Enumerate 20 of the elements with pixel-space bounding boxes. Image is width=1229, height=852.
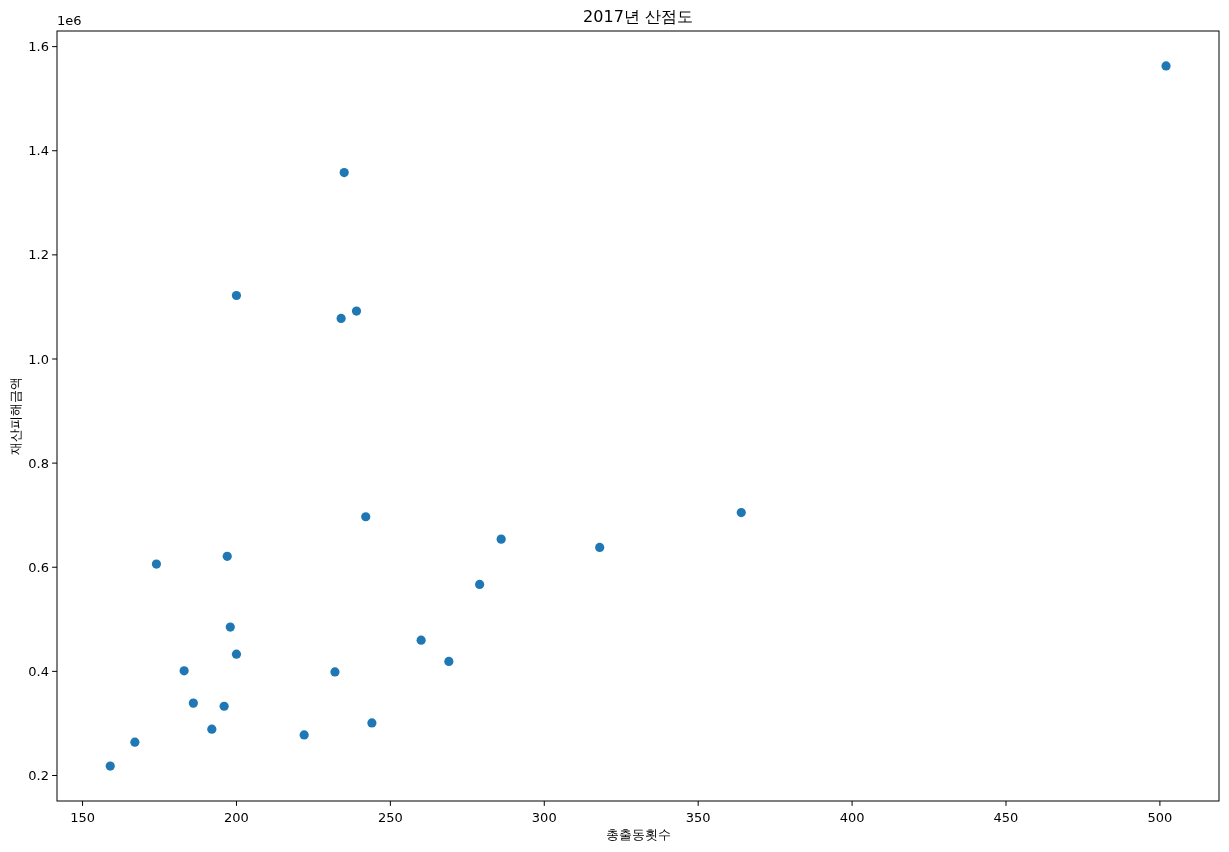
x-axis-title: 총출동횟수 <box>605 827 671 842</box>
annotation: 1e6 <box>57 13 82 28</box>
y-tick-label: 1.0 <box>28 351 49 367</box>
y-tick-label: 0.8 <box>28 455 49 471</box>
y-tick-label: 1.2 <box>28 247 49 263</box>
x-tick-label: 500 <box>1147 810 1173 825</box>
x-tick-label: 250 <box>377 810 403 825</box>
x-tick-label: 400 <box>839 810 865 825</box>
x-tick-label: 150 <box>70 810 95 825</box>
y-tick-label: 0.2 <box>28 768 49 784</box>
y-tick-label: 0.4 <box>28 663 49 679</box>
title: 2017년 산점도 <box>583 7 693 26</box>
y-tick-label: 0.6 <box>28 559 49 575</box>
x-tick-label: 350 <box>685 810 711 825</box>
y-tick-label: 1.6 <box>28 39 49 55</box>
y-tick-label: 1.4 <box>28 143 49 159</box>
x-tick-label: 300 <box>531 810 557 825</box>
x-tick-label: 450 <box>993 810 1019 825</box>
x-tick-label: 200 <box>224 810 249 825</box>
y-axis-title: 재산피해금액 <box>8 377 23 455</box>
